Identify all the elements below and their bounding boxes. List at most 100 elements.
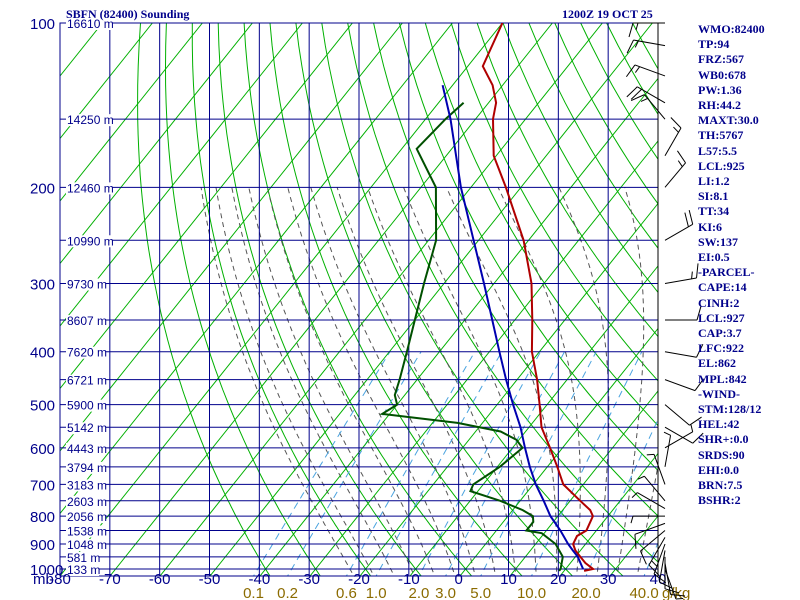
wind-barb — [664, 378, 705, 392]
wind-barb — [664, 343, 704, 358]
moist-adiabat — [446, 187, 558, 576]
wind-barb-half-flag — [651, 560, 657, 567]
wind-barb-half-flag — [634, 40, 639, 48]
wind-barb-staff — [653, 454, 666, 485]
isotherm — [60, 23, 353, 390]
dry-adiabat — [137, 23, 271, 576]
height-label: 9730 m — [67, 278, 107, 292]
wind-barb-staff — [640, 530, 666, 552]
wind-barb-half-flag — [663, 431, 671, 436]
isotherm — [259, 77, 658, 576]
dry-adiabat — [398, 23, 658, 472]
height-label-bg — [66, 551, 99, 564]
wind-barb — [631, 492, 666, 509]
isotherm — [559, 452, 658, 576]
wind-barb-flag — [630, 88, 642, 100]
index-entry: -PARCEL- — [698, 265, 755, 280]
index-entry: HEL:42 — [698, 417, 740, 432]
mixing-ratio-line — [345, 351, 476, 576]
index-entry: BSHR:2 — [698, 493, 741, 508]
moist-adiabat — [403, 187, 537, 576]
dry-adiabat — [760, 0, 800, 581]
wind-barb — [653, 543, 667, 584]
wind-barb-flag — [670, 594, 686, 597]
height-label: 8607 m — [67, 314, 107, 328]
index-entry: STM:128/12 — [698, 402, 762, 417]
index-entry: L57:5.5 — [698, 143, 737, 158]
mixing-ratio-line — [375, 351, 503, 576]
wind-barb-flag — [677, 150, 686, 164]
mixing-ratio-line — [480, 351, 597, 576]
wind-barb-flag — [689, 416, 702, 426]
wind-barb-flag — [659, 581, 673, 589]
height-label-bg — [66, 374, 106, 387]
index-entry: CAPE:14 — [698, 280, 747, 295]
pressure-tick-label: 900 — [30, 537, 55, 554]
index-entry: TP:94 — [698, 37, 730, 52]
wind-barb-flag — [626, 86, 638, 98]
height-label: 12460 m — [67, 181, 114, 195]
dry-adiabat — [269, 23, 523, 576]
moist-adiabat — [497, 187, 581, 576]
height-label-bg — [66, 479, 106, 492]
temperature-tick-label: -20 — [348, 571, 370, 588]
mixing-ratio-label: 1.0 — [366, 585, 387, 600]
wind-barb-staff — [664, 351, 697, 358]
wind-barb-staff — [637, 492, 666, 509]
wind-barb-staff — [664, 223, 693, 241]
moist-adiabat — [310, 187, 476, 576]
wind-barbs — [625, 22, 705, 600]
height-label-bg — [66, 563, 99, 576]
mixing-ratio-label: 20.0 — [571, 585, 600, 600]
index-entry: SW:137 — [698, 234, 739, 249]
wind-barb-flag — [692, 432, 704, 444]
wind-barb-staff — [664, 435, 672, 467]
height-label: 3183 m — [67, 478, 107, 492]
dry-adiabat — [347, 23, 658, 563]
chart-timestamp: 1200Z 19 OCT 25 — [562, 7, 653, 21]
moist-adiabats — [200, 187, 658, 576]
temperature-tick-label: 20 — [550, 571, 567, 588]
wind-barb — [663, 431, 672, 467]
moist-adiabat — [636, 463, 658, 576]
mixing-ratio-label: 3.0 — [435, 585, 456, 600]
wind-barb-staff — [664, 426, 693, 444]
wind-barb-staff — [664, 431, 693, 449]
wind-barb-staff — [664, 562, 672, 595]
index-entry: PW:1.36 — [698, 82, 742, 97]
wind-barb — [664, 404, 702, 426]
temperature-tick-label: -60 — [149, 571, 171, 588]
dry-adiabat — [782, 0, 800, 581]
isobars — [59, 22, 659, 577]
mixing-ratio-label: 10.0 — [517, 585, 546, 600]
wind-barb — [664, 426, 704, 444]
index-entry: WB0:678 — [698, 67, 746, 82]
index-entry: SI:8.1 — [698, 189, 729, 204]
wind-barb-staff — [664, 277, 697, 284]
wind-barb-half-flag — [690, 424, 694, 432]
isotherm — [109, 23, 553, 576]
wind-barb-half-flag — [631, 492, 638, 498]
mixing-ratio-line — [585, 418, 658, 576]
height-label: 10990 m — [67, 234, 114, 248]
isotherm — [60, 23, 303, 327]
index-entry: LCL:925 — [698, 158, 745, 173]
height-label: 5900 m — [67, 399, 107, 413]
isotherm — [509, 390, 658, 576]
wind-barb-flag — [696, 305, 702, 321]
moist-adiabat — [266, 187, 436, 576]
wind-barb-staff — [648, 537, 666, 566]
index-entry: SHR+:0.0 — [698, 432, 749, 447]
height-label: 4443 m — [67, 442, 107, 456]
wind-barb-flag — [626, 39, 634, 54]
moist-adiabat — [367, 187, 517, 576]
index-entry: RH:44.2 — [698, 98, 741, 113]
wind-barb-half-flag — [637, 475, 645, 480]
height-labels: 16610 m 14250 m 12460 m 10990 m 9730 m 8607 m… — [66, 17, 114, 577]
moist-adiabat — [231, 187, 395, 576]
index-entry: FRZ:567 — [698, 52, 744, 67]
height-label-bg — [66, 422, 106, 435]
height-label-bg — [66, 114, 113, 127]
wind-barb-staff — [644, 475, 666, 502]
